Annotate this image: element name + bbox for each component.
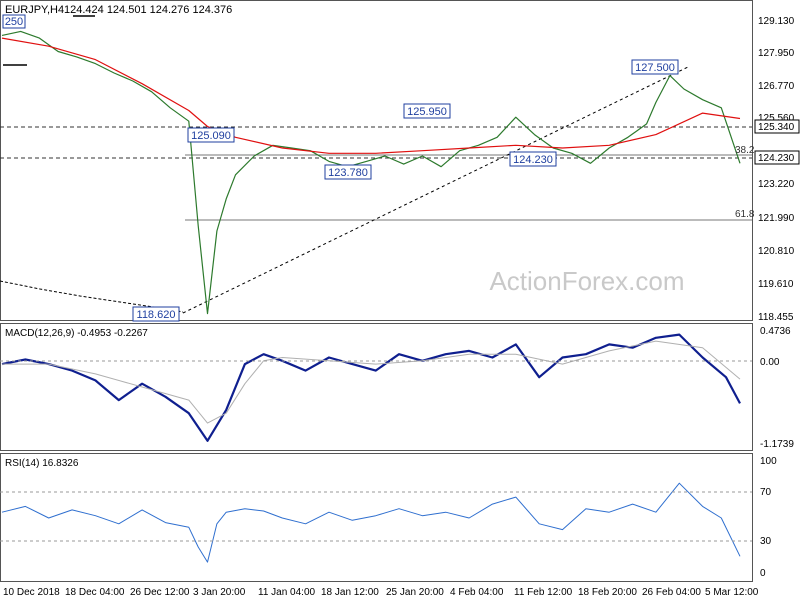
price-panel-frame — [0, 0, 753, 321]
macd-series-layer — [1, 333, 741, 442]
label-125950: 125.950 — [403, 103, 451, 119]
time-tick: 4 Feb 04:00 — [450, 587, 504, 598]
time-tick: 10 Dec 2018 — [3, 587, 60, 598]
label-123780: 123.780 — [324, 164, 372, 180]
price-tick: 126.770 — [758, 81, 795, 92]
current-price-box: 124.230 — [754, 150, 800, 165]
macd-tick: 0.4736 — [760, 326, 791, 337]
macd-tick: 0.00 — [760, 357, 780, 368]
time-tick: 3 Jan 20:00 — [193, 587, 246, 598]
svg-text:124.230: 124.230 — [758, 153, 795, 164]
rsi-tick: 30 — [760, 536, 772, 547]
symbol-label: EURJPY,H4 — [5, 4, 64, 16]
label-127500: 127.500 — [631, 59, 679, 75]
watermark: ActionForex.com — [489, 266, 684, 296]
price-tick: 119.610 — [758, 279, 794, 290]
svg-text:125.950: 125.950 — [407, 106, 447, 118]
price-tick: 120.810 — [758, 246, 795, 257]
price-tick: 121.990 — [758, 213, 795, 224]
macd-signal-line — [2, 340, 741, 424]
time-tick: 18 Jan 12:00 — [321, 587, 379, 598]
price-tick: 127.950 — [758, 48, 795, 59]
price-tick: 118.455 — [758, 312, 794, 323]
time-axis: 10 Dec 2018 18 Dec 04:00 26 Dec 12:00 3 … — [3, 587, 759, 598]
fib-382-label: 38.2 — [735, 145, 755, 156]
svg-text:125.340: 125.340 — [758, 122, 795, 133]
time-tick: 5 Mar 12:00 — [705, 587, 759, 598]
rsi-series-layer — [1, 482, 741, 563]
svg-text:125.090: 125.090 — [191, 130, 231, 142]
rsi-panel-frame — [0, 453, 753, 582]
rsi-tick: 0 — [760, 568, 766, 579]
svg-text:250: 250 — [5, 16, 23, 28]
time-tick: 11 Feb 12:00 — [514, 587, 573, 598]
svg-text:124.230: 124.230 — [513, 154, 553, 166]
fib-618-label: 61.8 — [735, 209, 755, 220]
price-series-layer — [1, 30, 741, 315]
svg-text:123.780: 123.780 — [328, 167, 368, 179]
label-250: 250 — [2, 14, 26, 29]
moving-average-line — [1, 37, 741, 154]
ohlc-label: 124.424 124.501 124.276 124.376 — [64, 4, 232, 16]
macd-panel-frame — [0, 323, 753, 451]
price-line — [1, 30, 741, 315]
macd-line — [1, 333, 741, 442]
time-tick: 18 Dec 04:00 — [65, 587, 125, 598]
price-axis: 129.130 127.950 126.770 125.560 123.220 … — [758, 16, 795, 323]
macd-title: MACD(12,26,9) -0.4953 -0.2267 — [5, 328, 148, 339]
time-tick: 11 Jan 04:00 — [258, 587, 316, 598]
svg-text:127.500: 127.500 — [635, 62, 675, 74]
projection-dashed-line — [182, 65, 691, 314]
price-tick: 125.560 — [758, 113, 795, 124]
svg-text:118.620: 118.620 — [137, 309, 176, 321]
time-tick: 25 Jan 20:00 — [386, 587, 444, 598]
time-tick: 26 Dec 12:00 — [130, 587, 190, 598]
time-tick: 18 Feb 20:00 — [578, 587, 637, 598]
price-tick: 123.220 — [758, 179, 795, 190]
label-118620: 118.620 — [132, 306, 180, 322]
rsi-tick: 70 — [760, 487, 772, 498]
label-125090: 125.090 — [187, 127, 235, 143]
price-tick: 129.130 — [758, 16, 795, 27]
rsi-tick: 100 — [760, 456, 777, 467]
level-price-box: 125.340 — [754, 119, 800, 134]
rsi-title: RSI(14) 16.8326 — [5, 458, 79, 469]
label-124230: 124.230 — [509, 151, 557, 167]
time-tick: 26 Feb 04:00 — [642, 587, 701, 598]
macd-tick: -1.1739 — [760, 439, 794, 450]
rsi-line — [1, 482, 741, 563]
